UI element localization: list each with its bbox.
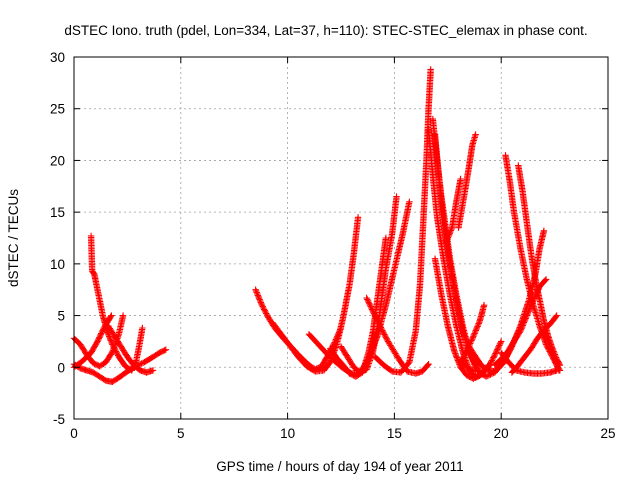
x-tick-label: 0	[70, 426, 78, 441]
data-points-layer	[70, 66, 564, 385]
arc-25	[508, 312, 560, 376]
chart-title: dSTEC Iono. truth (pdel, Lon=334, Lat=37…	[64, 23, 587, 38]
arc-4-markers	[87, 232, 146, 374]
x-axis-label: GPS time / hours of day 194 of year 2011	[216, 459, 463, 474]
x-tick-label: 5	[177, 426, 185, 441]
y-tick-label: 25	[50, 102, 65, 117]
y-tick-label: 30	[50, 50, 65, 65]
y-tick-label: 5	[57, 309, 65, 324]
arc-18	[442, 175, 464, 247]
arc-16	[431, 255, 505, 382]
y-tick-label: 0	[57, 360, 65, 375]
arc-17	[455, 131, 479, 231]
x-tick-label: 15	[387, 426, 402, 441]
arc-16-markers	[431, 255, 505, 382]
arc-10	[337, 193, 400, 376]
x-tick-label: 10	[280, 426, 295, 441]
arc-22	[457, 302, 488, 375]
arc-7	[269, 214, 362, 375]
axis-ticks-layer: 0 5 10 15 20 25 -5 0 5 10 15 20 25 30	[50, 50, 616, 441]
y-tick-label: -5	[53, 412, 65, 427]
plot-frame	[73, 56, 609, 420]
arc-17-markers	[455, 131, 479, 231]
arc-26-markers	[540, 327, 563, 374]
arc-11-markers	[363, 294, 432, 377]
arc-22-markers	[457, 302, 488, 375]
y-axis-label: dSTEC / TECUs	[6, 189, 21, 287]
x-tick-label: 25	[600, 426, 615, 441]
arc-5-markers	[105, 322, 157, 376]
arc-7-markers	[269, 214, 362, 375]
arc-4	[87, 232, 146, 374]
y-tick-label: 20	[50, 153, 65, 168]
arc-10-markers	[337, 193, 400, 376]
arc-11	[363, 294, 432, 377]
y-tick-label: 10	[50, 257, 65, 272]
arc-5	[105, 322, 157, 376]
y-tick-label: 15	[50, 205, 65, 220]
x-tick-label: 20	[494, 426, 509, 441]
arc-25-markers	[508, 312, 560, 376]
arc-18-markers	[442, 175, 464, 247]
arc-26	[540, 327, 563, 374]
